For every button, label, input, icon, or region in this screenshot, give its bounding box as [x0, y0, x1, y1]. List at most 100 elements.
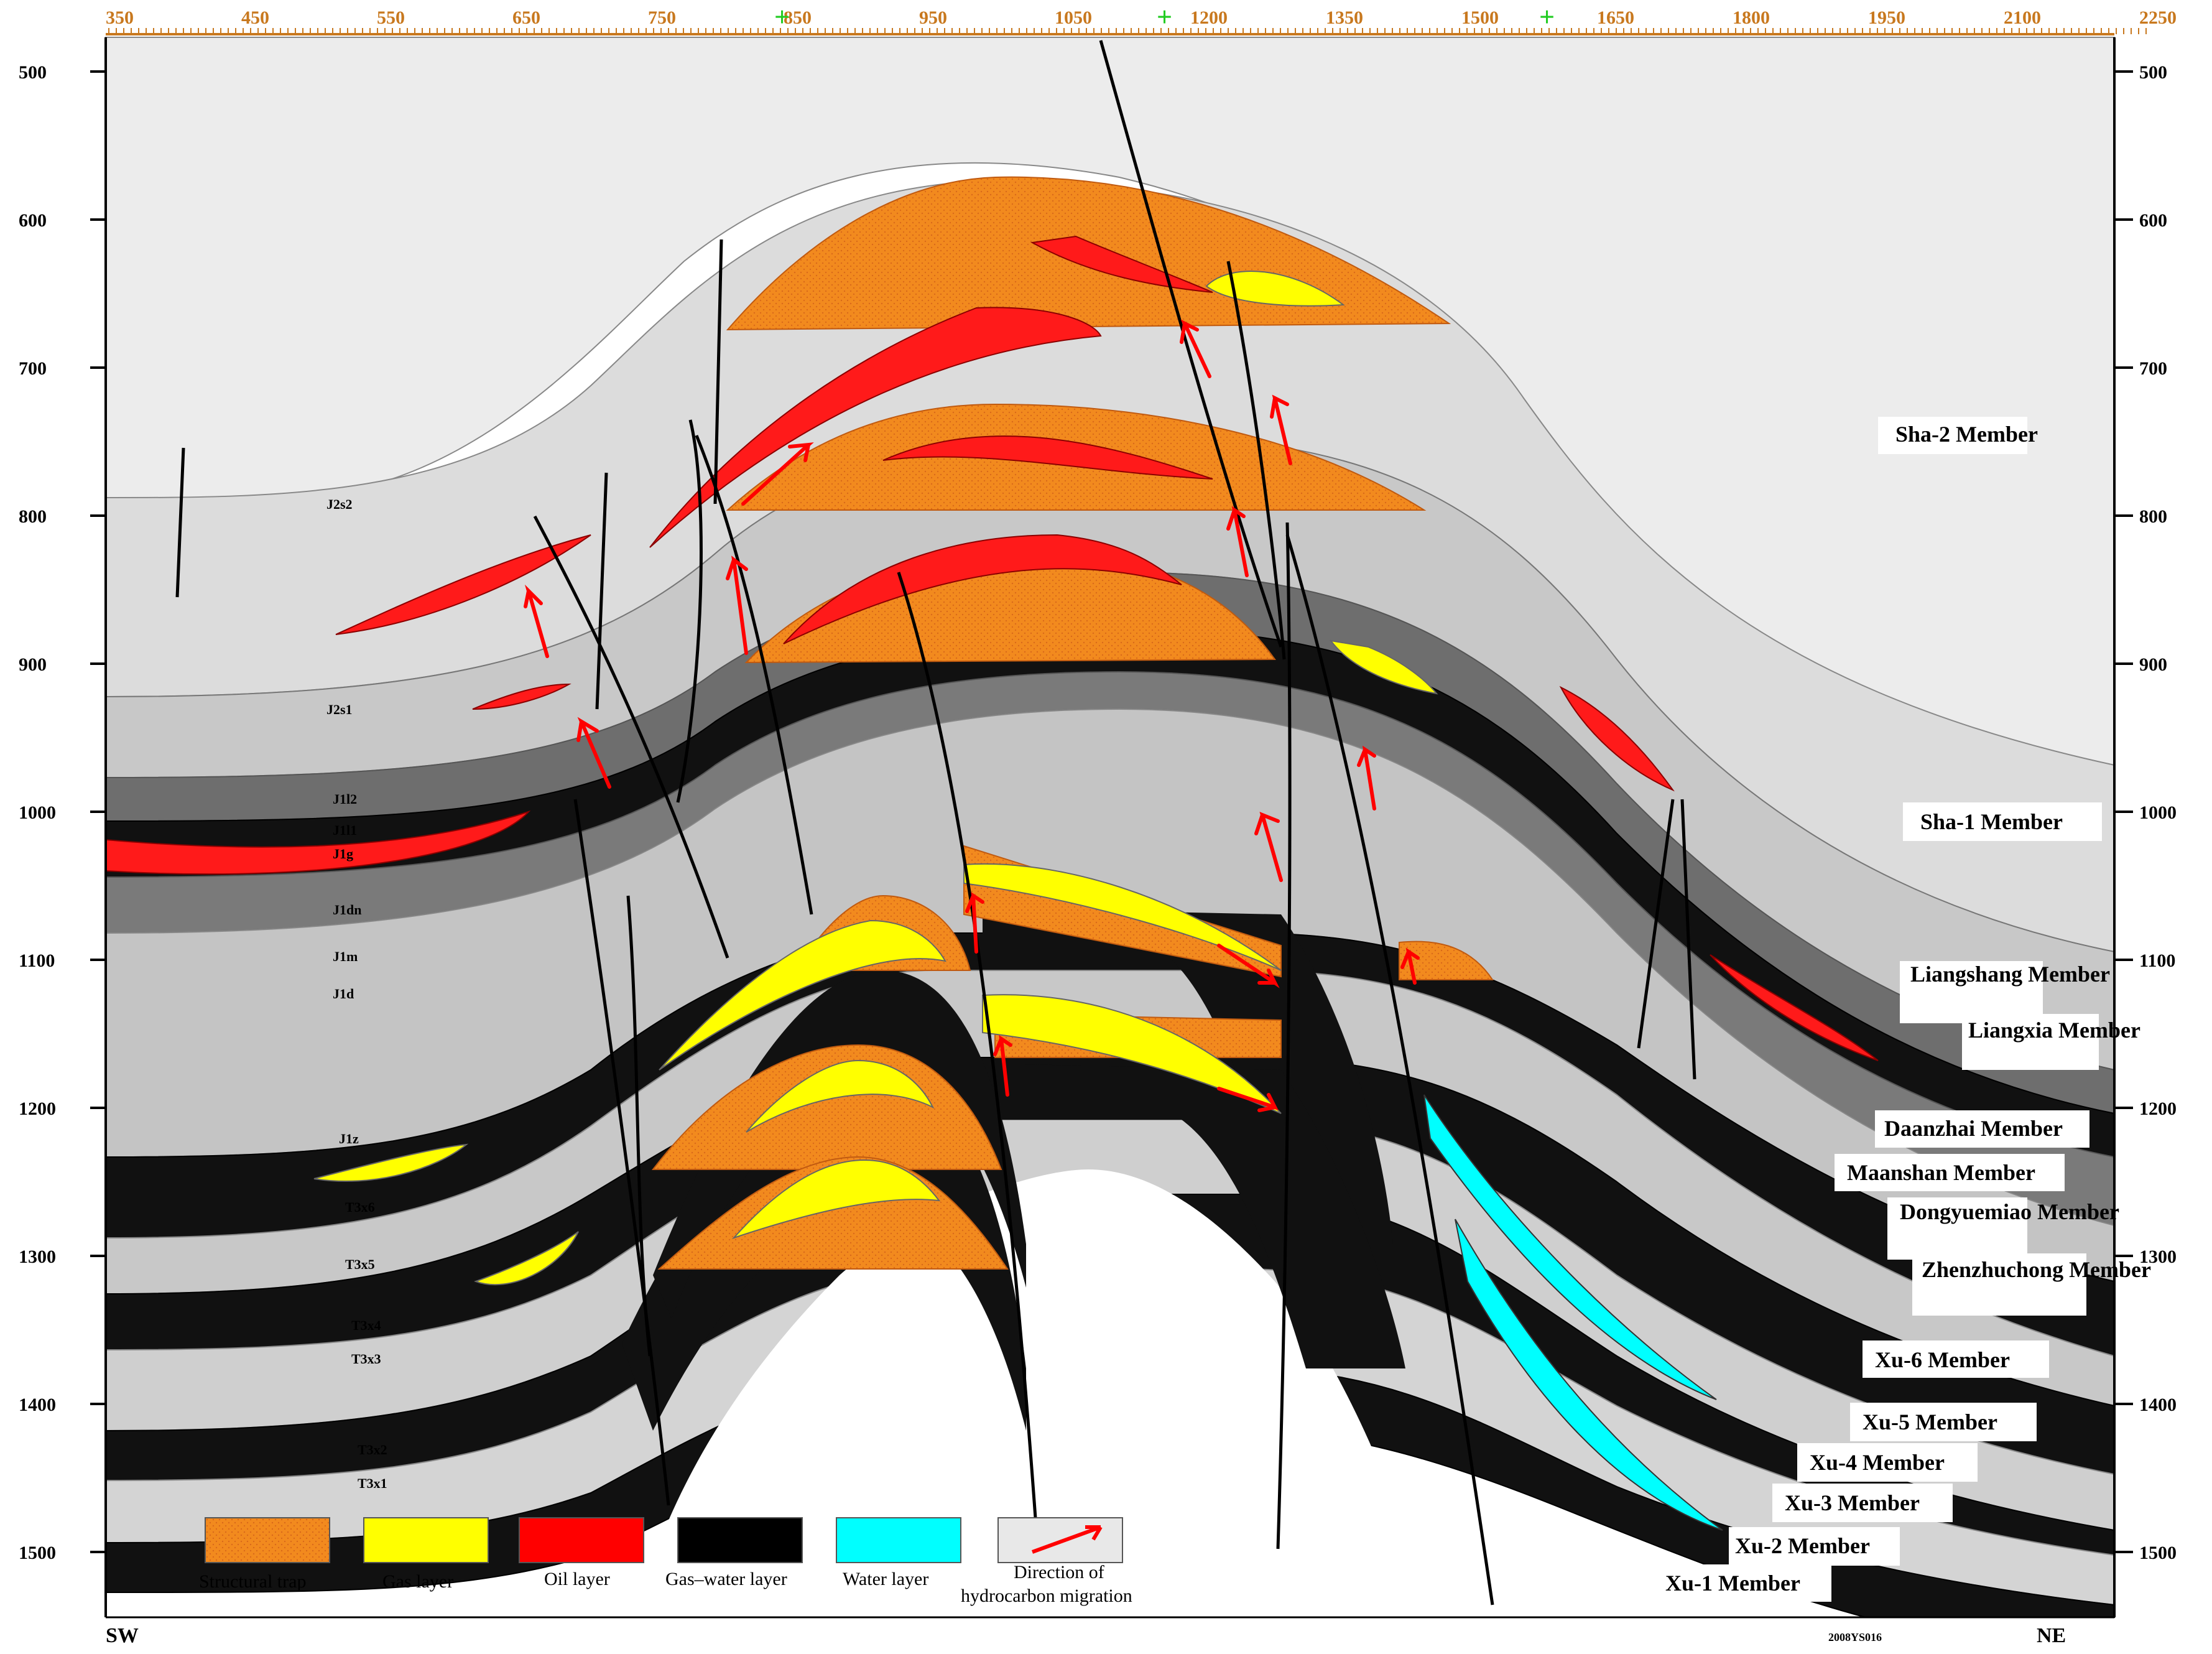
well-marker-icon: +	[1157, 2, 1172, 32]
gas-6	[746, 1059, 935, 1133]
horizon-label: J2s1	[326, 702, 353, 717]
horizon-label: J1z	[339, 1131, 359, 1146]
oil-1	[335, 534, 591, 635]
top-tick-label: 2250	[2139, 7, 2177, 28]
right-depth-label: 500	[2139, 62, 2167, 83]
oil-8	[1559, 685, 1675, 792]
fault-5	[676, 419, 703, 803]
svg-text:Daanzhai Member: Daanzhai Member	[1884, 1116, 2063, 1141]
arrow-14	[1400, 947, 1420, 985]
ne-label: NE	[2037, 1624, 2066, 1647]
gas-7	[731, 1159, 941, 1240]
arrow-1	[524, 584, 549, 658]
right-core-black-2	[995, 1064, 1405, 1368]
arrow-7	[1270, 394, 1292, 465]
formation-label: Liangxia Member	[1962, 1014, 2140, 1070]
oil-6	[783, 534, 1182, 644]
gas-4	[982, 994, 1282, 1114]
left-depth-label: 1100	[19, 950, 55, 971]
right-depth-label: 1400	[2139, 1395, 2177, 1415]
fault-9	[897, 572, 1037, 1518]
left-depth-label: 1500	[19, 1543, 56, 1563]
horizon-label: J2s2	[326, 496, 353, 512]
formation-label: Xu-2 Member	[1729, 1527, 1900, 1566]
legend-item: Oil layer	[519, 1517, 644, 1589]
anticline-dome-black-2	[653, 970, 1026, 1319]
oil-3	[649, 307, 1102, 548]
trap-left-dome-2	[651, 1044, 1002, 1170]
left-depth-label: 700	[19, 358, 47, 379]
left-depth-label: 500	[19, 62, 47, 83]
legend-label-line-2: hydrocarbon migration	[961, 1586, 1132, 1606]
fault-8	[626, 895, 652, 1357]
gas-3	[963, 863, 1282, 971]
top-tick-label: 1200	[1190, 7, 1228, 28]
arrow-5	[1180, 319, 1211, 378]
arrow-13	[1217, 1087, 1279, 1112]
formation-label: Dongyuemiao Member	[1887, 1197, 2119, 1260]
horizon-label: T3x5	[345, 1257, 375, 1272]
well-marker-icon: +	[774, 2, 790, 32]
fault-13	[1285, 534, 1494, 1605]
fault-10	[1099, 40, 1283, 648]
legend-item: Water layer	[836, 1517, 961, 1589]
svg-text:Xu-6 Member: Xu-6 Member	[1875, 1347, 2010, 1372]
water-layers	[1423, 1094, 1723, 1531]
svg-text:Xu-4 Member: Xu-4 Member	[1810, 1450, 1945, 1475]
top-tick-label: 1800	[1733, 7, 1770, 28]
top-tick-label: 1350	[1326, 7, 1363, 28]
legend: Structural trap Gas layer Oil layer Gas–…	[199, 1517, 1132, 1606]
formation-label: Xu-4 Member	[1797, 1443, 1978, 1482]
horizon-label: J1m	[333, 949, 358, 964]
horizon-labels: J2s2 J2s1 J1l2 J1l1 J1g J1dn J1m J1d J1z…	[326, 496, 387, 1491]
horizon-label: J1d	[333, 986, 354, 1001]
svg-text:Xu-3 Member: Xu-3 Member	[1785, 1490, 1920, 1515]
legend-swatch-gas	[363, 1517, 489, 1563]
legend-item: Structural trap	[199, 1517, 330, 1592]
gas-5	[659, 919, 946, 1071]
oil-9	[1710, 954, 1879, 1061]
right-depth-label: 800	[2139, 506, 2167, 527]
right-depth-label: 1200	[2139, 1099, 2177, 1119]
anticline-core	[634, 1169, 1430, 1617]
legend-swatch-gaswater	[677, 1517, 803, 1563]
left-depth-label: 1200	[19, 1099, 56, 1119]
top-tick-label: 850	[784, 7, 812, 28]
oil-layers	[105, 235, 1879, 1061]
horizon-label: T3x3	[351, 1351, 381, 1367]
left-depth-label: 800	[19, 506, 47, 527]
formation-labels: Sha-2 Member Sha-1 Member Liangshang Mem…	[1657, 417, 2151, 1602]
top-tick-label: 550	[377, 7, 405, 28]
oil-7	[105, 811, 529, 875]
formation-label: Sha-2 Member	[1878, 417, 2038, 454]
svg-text:Water layer: Water layer	[843, 1569, 928, 1589]
trap-right-3	[1399, 941, 1494, 980]
figure-code: 2008YS016	[1828, 1631, 1882, 1643]
arrow-8	[1254, 811, 1283, 882]
svg-text:Gas–water layer: Gas–water layer	[665, 1569, 787, 1589]
fault-12	[1276, 522, 1292, 1549]
formation-label: Liangshang Member	[1900, 961, 2110, 1023]
formation-label: Xu-6 Member	[1863, 1340, 2049, 1378]
gas-layers	[313, 271, 1438, 1286]
arrow-12	[1217, 944, 1280, 988]
legend-swatch-water	[836, 1517, 961, 1563]
formation-label: Xu-5 Member	[1850, 1403, 2037, 1441]
gas-2	[1329, 639, 1438, 695]
formation-label: Zhenzhuchong Member	[1912, 1253, 2151, 1316]
fault-11	[1226, 261, 1286, 660]
formation-label: Daanzhai Member	[1875, 1110, 2089, 1148]
svg-text:Sha-1 Member: Sha-1 Member	[1920, 809, 2063, 834]
svg-text:Xu-5 Member: Xu-5 Member	[1863, 1410, 1997, 1434]
svg-text:Xu-2 Member: Xu-2 Member	[1735, 1533, 1870, 1558]
arrow-4	[741, 442, 814, 506]
horizon-label: J1l1	[333, 822, 357, 838]
left-depth-label: 1000	[19, 802, 56, 823]
right-depth-label: 900	[2139, 654, 2167, 675]
water-2	[1455, 1219, 1723, 1531]
fault-4	[713, 239, 723, 504]
arrow-11	[993, 1034, 1012, 1097]
top-tick-label: 450	[241, 7, 269, 28]
horizon-label: J1g	[333, 846, 353, 862]
